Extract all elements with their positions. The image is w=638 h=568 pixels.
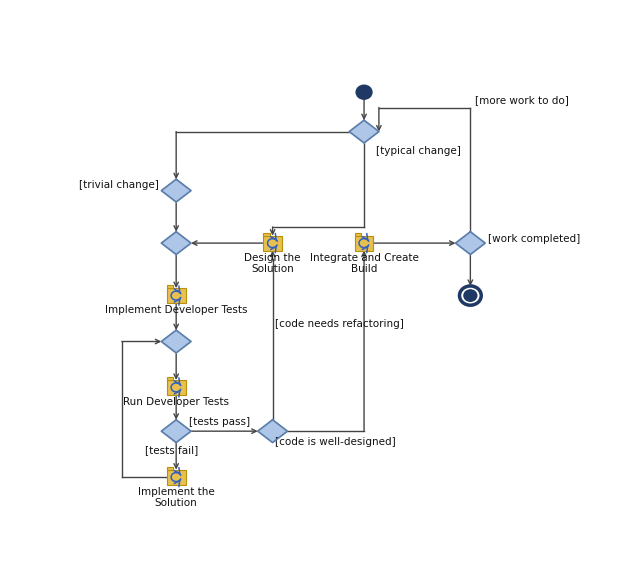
Polygon shape	[258, 420, 288, 442]
FancyBboxPatch shape	[167, 286, 174, 288]
FancyBboxPatch shape	[355, 236, 373, 250]
Text: Implement the
Solution: Implement the Solution	[138, 487, 214, 508]
FancyBboxPatch shape	[263, 236, 282, 250]
Text: Implement Developer Tests: Implement Developer Tests	[105, 305, 248, 315]
Circle shape	[464, 290, 477, 301]
FancyBboxPatch shape	[167, 467, 174, 470]
Polygon shape	[456, 232, 486, 254]
Text: [tests pass]: [tests pass]	[189, 417, 249, 428]
Polygon shape	[349, 120, 379, 143]
FancyBboxPatch shape	[167, 380, 186, 395]
Text: [tests fail]: [tests fail]	[145, 445, 198, 455]
FancyBboxPatch shape	[263, 233, 270, 236]
Circle shape	[356, 85, 372, 99]
Text: [code needs refactoring]: [code needs refactoring]	[275, 319, 404, 329]
FancyBboxPatch shape	[167, 377, 174, 380]
Text: Integrate and Create
Build: Integrate and Create Build	[309, 253, 419, 274]
Text: Design the
Solution: Design the Solution	[244, 253, 301, 274]
Text: [work completed]: [work completed]	[487, 233, 580, 244]
Polygon shape	[161, 330, 191, 353]
FancyBboxPatch shape	[167, 470, 186, 485]
FancyBboxPatch shape	[167, 288, 186, 303]
Text: [typical change]: [typical change]	[376, 146, 461, 156]
Text: [more work to do]: [more work to do]	[475, 95, 569, 105]
Polygon shape	[161, 420, 191, 442]
Text: [code is well-designed]: [code is well-designed]	[275, 437, 396, 447]
Circle shape	[459, 286, 481, 305]
Polygon shape	[161, 179, 191, 202]
Text: [trivial change]: [trivial change]	[79, 181, 159, 190]
Polygon shape	[161, 232, 191, 254]
Text: Run Developer Tests: Run Developer Tests	[123, 397, 229, 407]
FancyBboxPatch shape	[355, 233, 361, 236]
